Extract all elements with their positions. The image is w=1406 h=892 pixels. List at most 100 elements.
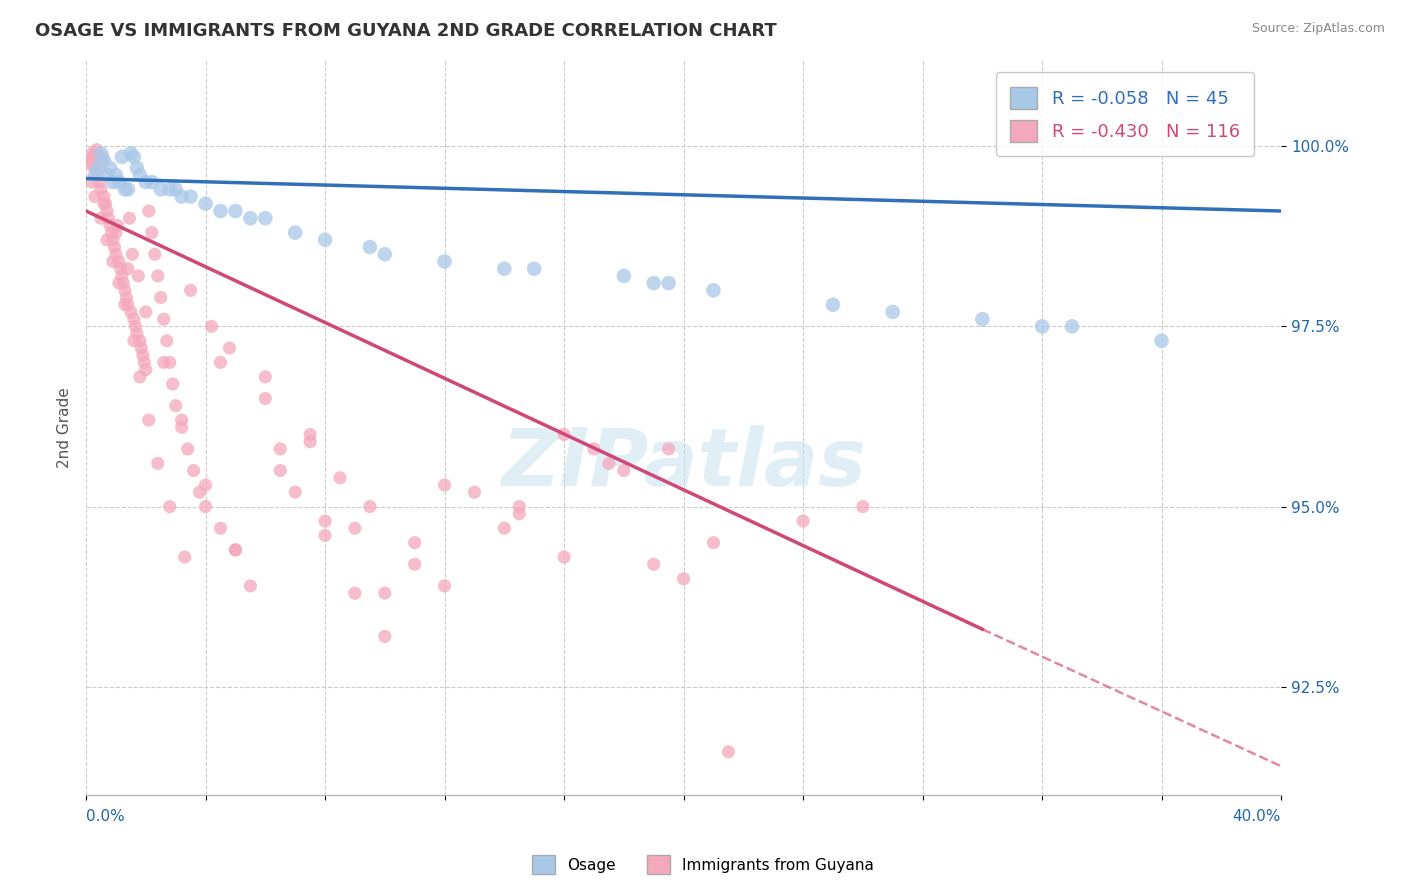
Point bbox=[343, 521, 366, 535]
Point bbox=[254, 392, 277, 406]
Point bbox=[374, 586, 396, 600]
Point bbox=[508, 507, 530, 521]
Point bbox=[93, 153, 115, 168]
Point bbox=[254, 211, 277, 226]
Point bbox=[523, 261, 546, 276]
Point bbox=[146, 456, 169, 470]
Legend: Osage, Immigrants from Guyana: Osage, Immigrants from Guyana bbox=[526, 849, 880, 880]
Point bbox=[162, 377, 184, 392]
Point bbox=[87, 161, 110, 175]
Point bbox=[314, 233, 336, 247]
Point bbox=[882, 305, 904, 319]
Point bbox=[329, 471, 352, 485]
Point bbox=[404, 558, 426, 572]
Point bbox=[194, 196, 217, 211]
Point bbox=[972, 312, 994, 326]
Point bbox=[101, 233, 124, 247]
Point bbox=[613, 268, 636, 283]
Text: ZIPatlas: ZIPatlas bbox=[501, 425, 866, 503]
Point bbox=[127, 268, 149, 283]
Point bbox=[93, 196, 115, 211]
Point bbox=[112, 276, 135, 290]
Point bbox=[132, 348, 155, 362]
Point bbox=[433, 254, 456, 268]
Legend: R = -0.058   N = 45, R = -0.430   N = 116: R = -0.058 N = 45, R = -0.430 N = 116 bbox=[995, 72, 1254, 156]
Point bbox=[146, 268, 169, 283]
Point bbox=[98, 219, 121, 233]
Point bbox=[118, 211, 141, 226]
Point bbox=[852, 500, 875, 514]
Point bbox=[299, 434, 322, 449]
Point bbox=[239, 579, 262, 593]
Point bbox=[108, 276, 131, 290]
Point bbox=[180, 283, 202, 297]
Point bbox=[269, 442, 291, 456]
Text: 0.0%: 0.0% bbox=[86, 809, 125, 824]
Point bbox=[463, 485, 485, 500]
Point bbox=[152, 355, 174, 369]
Point bbox=[122, 312, 145, 326]
Point bbox=[658, 276, 681, 290]
Point bbox=[131, 341, 153, 355]
Y-axis label: 2nd Grade: 2nd Grade bbox=[58, 387, 72, 467]
Point bbox=[170, 420, 193, 434]
Point bbox=[121, 247, 143, 261]
Point bbox=[93, 189, 115, 203]
Point bbox=[77, 153, 100, 168]
Point bbox=[209, 355, 232, 369]
Point bbox=[183, 464, 205, 478]
Point bbox=[1060, 319, 1083, 334]
Point bbox=[613, 464, 636, 478]
Point bbox=[141, 175, 163, 189]
Point bbox=[117, 261, 139, 276]
Point bbox=[134, 355, 156, 369]
Point bbox=[122, 334, 145, 348]
Point bbox=[672, 572, 695, 586]
Point bbox=[194, 500, 217, 514]
Point bbox=[111, 150, 134, 164]
Point bbox=[643, 558, 665, 572]
Point bbox=[117, 182, 139, 196]
Point bbox=[84, 168, 107, 182]
Point bbox=[494, 261, 516, 276]
Point bbox=[159, 182, 181, 196]
Point bbox=[114, 298, 136, 312]
Point bbox=[180, 189, 202, 203]
Point bbox=[120, 305, 142, 319]
Point bbox=[188, 485, 211, 500]
Point bbox=[114, 182, 136, 196]
Point bbox=[299, 427, 322, 442]
Point bbox=[314, 514, 336, 528]
Point bbox=[96, 233, 118, 247]
Point bbox=[173, 550, 195, 565]
Point bbox=[115, 291, 138, 305]
Point bbox=[135, 305, 157, 319]
Point bbox=[494, 521, 516, 535]
Point bbox=[104, 247, 127, 261]
Point bbox=[159, 500, 181, 514]
Point bbox=[553, 427, 575, 442]
Point bbox=[359, 240, 381, 254]
Point bbox=[103, 240, 125, 254]
Point bbox=[598, 456, 620, 470]
Point bbox=[110, 261, 132, 276]
Point bbox=[156, 334, 179, 348]
Point bbox=[84, 161, 107, 175]
Point bbox=[792, 514, 814, 528]
Point bbox=[128, 168, 150, 182]
Point bbox=[658, 442, 681, 456]
Point bbox=[582, 442, 605, 456]
Text: OSAGE VS IMMIGRANTS FROM GUYANA 2ND GRADE CORRELATION CHART: OSAGE VS IMMIGRANTS FROM GUYANA 2ND GRAD… bbox=[35, 22, 778, 40]
Point bbox=[374, 629, 396, 643]
Point bbox=[135, 362, 157, 376]
Point bbox=[218, 341, 240, 355]
Point bbox=[643, 276, 665, 290]
Point bbox=[108, 175, 131, 189]
Point bbox=[433, 478, 456, 492]
Point bbox=[343, 586, 366, 600]
Point bbox=[84, 189, 107, 203]
Point bbox=[80, 146, 103, 161]
Point bbox=[717, 745, 740, 759]
Point bbox=[702, 283, 724, 297]
Point bbox=[149, 182, 172, 196]
